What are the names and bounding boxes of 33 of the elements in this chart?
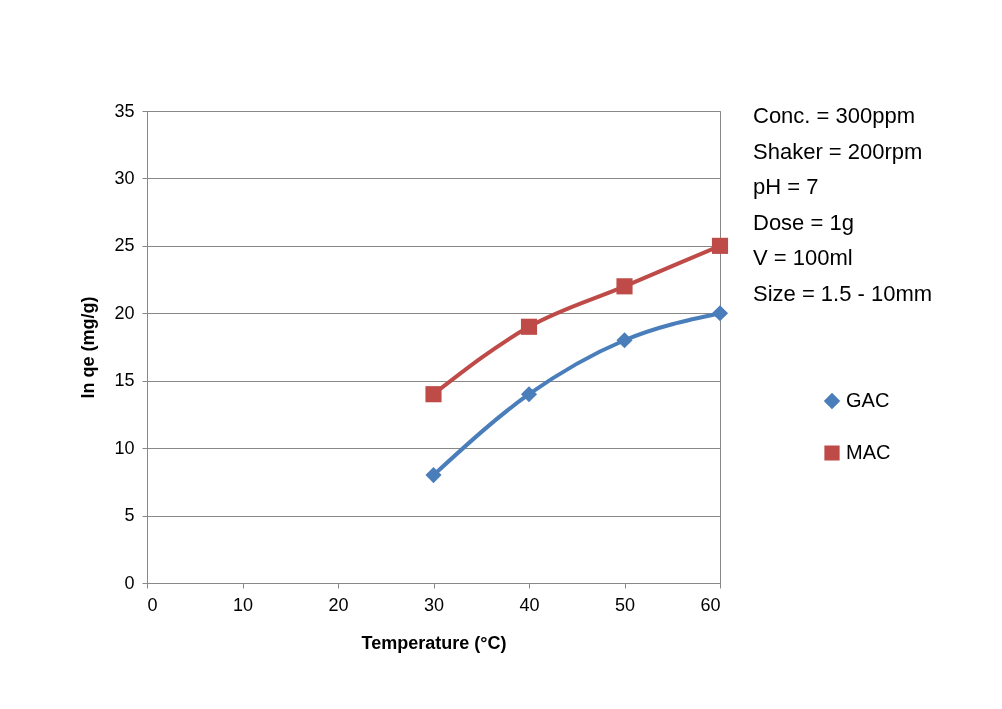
text: Shaker = 200rpm	[753, 137, 924, 166]
x-tick-label: 0	[147, 594, 158, 615]
x-tick-label: 50	[614, 594, 636, 615]
text: V = 100ml	[753, 244, 854, 272]
legend-label: GAC	[846, 389, 890, 411]
text: Conc. = 300ppm	[753, 102, 917, 130]
point	[711, 305, 729, 322]
x-tick-label: 20	[328, 594, 349, 615]
x-axis-title: Temperature (°C)	[361, 632, 507, 653]
point	[520, 386, 538, 403]
y-tick-label: 15	[114, 370, 135, 391]
point	[520, 318, 538, 335]
x-tick-label: 60	[700, 594, 721, 615]
point	[425, 386, 442, 403]
x-tick-label: 30	[423, 594, 445, 615]
x-tick-label: 40	[519, 594, 540, 615]
legend-label: MAC	[846, 441, 891, 463]
y-tick-label: 20	[114, 302, 135, 323]
y-tick-label: 30	[114, 167, 135, 188]
point	[425, 467, 442, 484]
y-axis-title: ln qe (mg/g)	[78, 296, 99, 399]
y-tick-label: 5	[124, 505, 135, 526]
text: Size = 1.5 - 10mm	[753, 279, 933, 308]
text: pH = 7	[753, 173, 820, 201]
y-tick-label: 10	[114, 437, 135, 458]
y-tick-label: 0	[124, 572, 135, 593]
x-tick-label: 10	[232, 594, 254, 615]
point	[616, 278, 633, 295]
text: Dose = 1g	[753, 208, 855, 237]
y-tick-label: 35	[114, 100, 135, 121]
y-tick-label: 25	[114, 235, 135, 256]
point	[711, 237, 729, 254]
point	[616, 332, 633, 349]
